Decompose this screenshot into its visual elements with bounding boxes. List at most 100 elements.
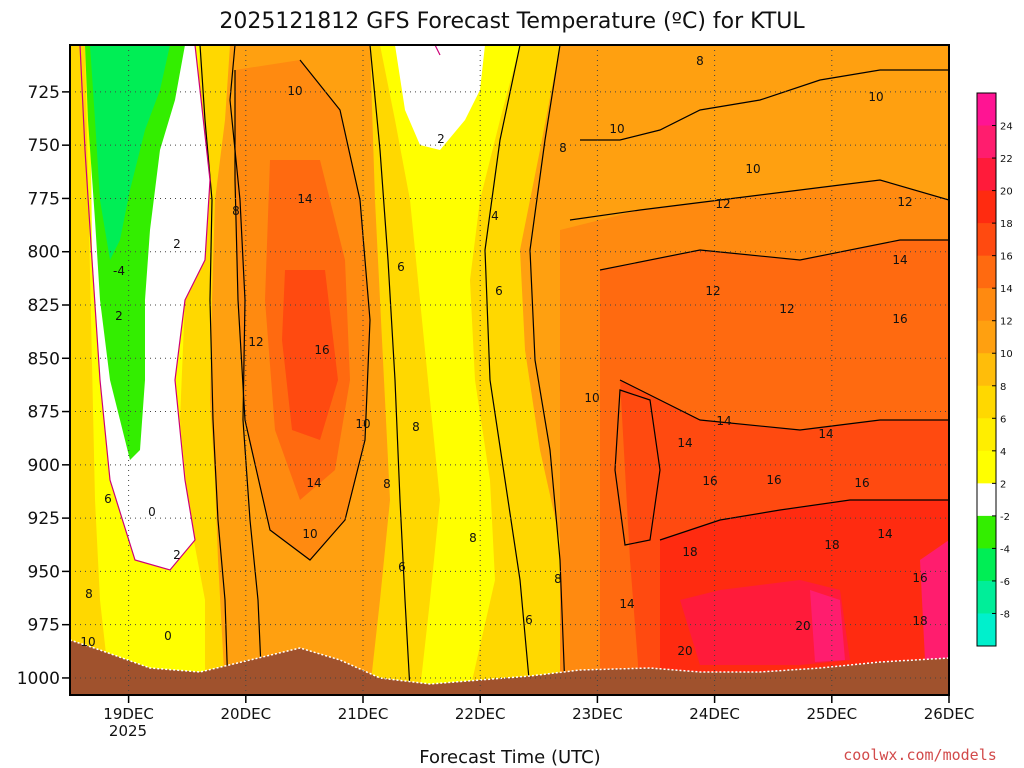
- contour-line: [229, 45, 263, 691]
- gridlines: [70, 45, 949, 695]
- contour-label: 4: [491, 209, 499, 223]
- colorbar-swatch: [977, 158, 996, 192]
- colorbar-swatch: [977, 125, 996, 159]
- fill-band-2-center: [380, 45, 520, 690]
- y-tick-label: 900: [28, 456, 60, 476]
- contour-label: 8: [559, 141, 567, 155]
- contour-label: 10: [80, 635, 95, 649]
- terrain-ground: [70, 640, 949, 695]
- colorbar-label: 6: [1000, 414, 1006, 425]
- colorbar-label: 16: [1000, 252, 1013, 263]
- contour-label: 20: [795, 619, 810, 633]
- colorbar-swatch: [977, 613, 996, 647]
- y-tick-label: 825: [28, 296, 60, 316]
- fill-green-dark-left: [90, 45, 170, 260]
- colorbar-swatch: [977, 580, 996, 614]
- contour-label: 2: [173, 548, 181, 562]
- x-tick-label: 20DEC: [221, 705, 272, 723]
- contour-label: 8: [554, 572, 562, 586]
- contour-label: 12: [248, 335, 263, 349]
- contour-label: 12: [715, 197, 730, 211]
- contour-label: 16: [854, 476, 869, 490]
- colorbar-swatch: [977, 255, 996, 289]
- colorbar-label: 8: [1000, 382, 1006, 393]
- contour-line: [569, 179, 949, 221]
- contour-line: [369, 45, 411, 691]
- contour-label: 8: [85, 587, 93, 601]
- y-tick-label: 1000: [17, 669, 60, 689]
- y-tick-label: 725: [28, 83, 60, 103]
- contour-label: 20: [677, 644, 692, 658]
- contour-line: [234, 59, 371, 561]
- contour-label: 6: [397, 260, 405, 274]
- contour-label: 6: [398, 560, 406, 574]
- x-tick-label: 22DEC: [455, 705, 506, 723]
- x-tick-label: 24DEC: [689, 705, 740, 723]
- contour-label: 16: [314, 343, 329, 357]
- contour-label: 14: [818, 427, 833, 441]
- contour-line: [484, 45, 531, 691]
- colorbar-swatch: [977, 515, 996, 549]
- colorbar-swatch: [977, 418, 996, 452]
- colorbar-frame: [976, 92, 997, 647]
- x-tick-label: 21DEC: [338, 705, 389, 723]
- y-axis: 725 750 775 800 825 850 875 900 925 950 975 1000: [17, 83, 70, 689]
- y-tick-label: 775: [28, 189, 60, 209]
- contour-label: 2: [173, 237, 181, 251]
- freezing-line: [434, 45, 441, 56]
- contour-line: [659, 499, 949, 541]
- contour-label: 10: [355, 417, 370, 431]
- colorbar-label: -4: [1000, 544, 1010, 555]
- x-axis: 19DEC 20DEC 21DEC 22DEC 23DEC 24DEC 25DEC 26DEC: [103, 695, 974, 723]
- contour-label: 12: [705, 284, 720, 298]
- contour-lines: [79, 45, 949, 691]
- y-tick-label: 975: [28, 616, 60, 636]
- colorbar-label: 4: [1000, 447, 1006, 458]
- contour-label: 10: [584, 391, 599, 405]
- contour-label: 12: [897, 195, 912, 209]
- colorbar-swatch: [977, 483, 996, 517]
- y-tick-label: 950: [28, 562, 60, 582]
- contour-label: 14: [297, 192, 312, 206]
- contour-line: [619, 379, 949, 431]
- contour-label: 2: [437, 132, 445, 146]
- fill-warm-right-22: [810, 590, 845, 662]
- fill-warm-right-20: [680, 580, 850, 665]
- contour-label: 14: [892, 253, 907, 267]
- colorbar-swatch: [977, 288, 996, 322]
- fill-warm-right-edge: [920, 540, 949, 660]
- contour-label: 14: [677, 436, 692, 450]
- contour-labels: 10 8 14 12 16 10 14 10 8 8 6 6 2 4 8 10 10 10 8 12 12 12 12 14 1…: [80, 54, 927, 658]
- contour-label: 14: [306, 476, 321, 490]
- colorbar-label: -8: [1000, 609, 1010, 620]
- contour-label: 10: [609, 122, 624, 136]
- contour-label: 8: [232, 204, 240, 218]
- contour-label: 18: [912, 614, 927, 628]
- colorbar-label: 22: [1000, 154, 1013, 165]
- contour-label: 10: [302, 527, 317, 541]
- colorbar-label: 14: [1000, 284, 1013, 295]
- contour-label: 18: [682, 545, 697, 559]
- contour-label: 10: [868, 90, 883, 104]
- x-tick-label: 23DEC: [572, 705, 623, 723]
- colorbar-swatch: [977, 385, 996, 419]
- y-tick-label: 850: [28, 349, 60, 369]
- colorbar-swatch: [977, 190, 996, 224]
- colorbar-swatch: [977, 93, 996, 127]
- contour-line: [529, 45, 566, 691]
- colorbar-label: -6: [1000, 577, 1010, 588]
- colorbar: 24 22 20 18 16 14 12 10 8 6 4 2 -2 -4 -6 -8: [976, 92, 1013, 647]
- colorbar-label: -2: [1000, 512, 1010, 523]
- contour-label: 16: [702, 474, 717, 488]
- contour-label: 8: [383, 477, 391, 491]
- contour-label: 2: [115, 309, 123, 323]
- contour-label: 8: [412, 420, 420, 434]
- plot-frame: [69, 44, 950, 696]
- contour-label: 0: [148, 505, 156, 519]
- contour-label: 12: [779, 302, 794, 316]
- contour-label: 6: [525, 613, 533, 627]
- contour-label: 6: [104, 492, 112, 506]
- fill-white-top-center: [395, 45, 485, 150]
- contour-label: 16: [892, 312, 907, 326]
- chart-title: 2025121812 GFS Forecast Temperature (ºC)…: [219, 9, 805, 34]
